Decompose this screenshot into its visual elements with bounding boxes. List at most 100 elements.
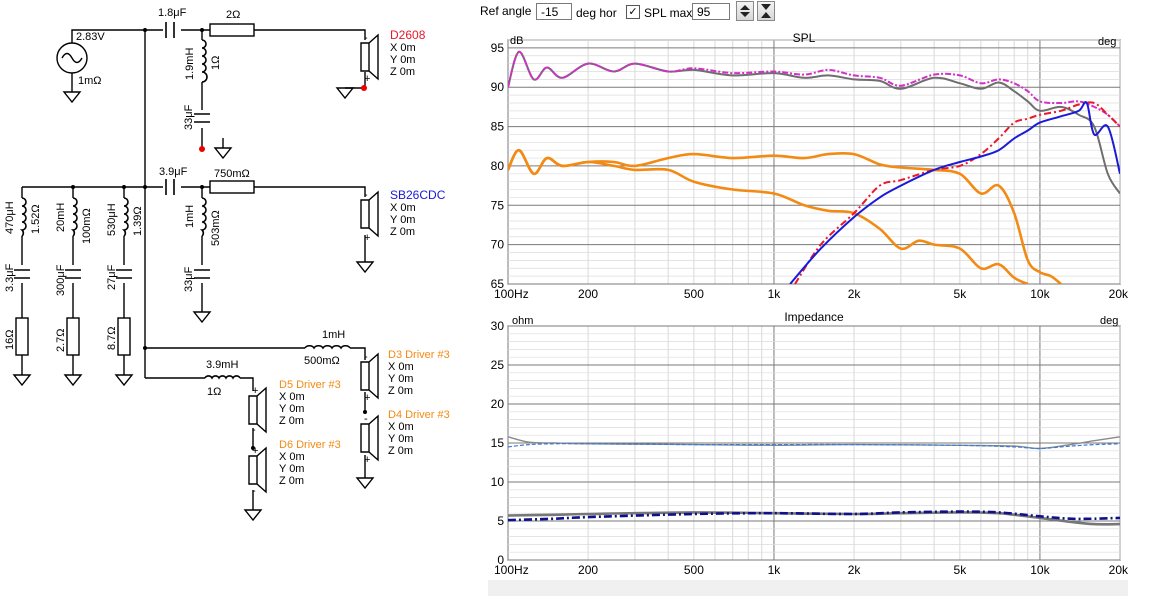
x-tick-label: 500 — [684, 563, 704, 577]
wl-lr-label: 1Ω — [207, 386, 221, 398]
collapse-expand-button[interactable] — [757, 1, 775, 21]
x-tick-label: 20k — [1109, 287, 1129, 300]
n1-r-label: 16Ω — [4, 330, 16, 350]
impedance-x-ticks: 100Hz 200 500 1k 2k 5k 10k 20k — [494, 563, 1129, 577]
ref-angle-input[interactable]: -15 — [536, 3, 572, 20]
series-line-5 — [789, 101, 1120, 284]
spl-chart-title: SPL — [793, 31, 816, 45]
spl-grid — [507, 39, 1121, 285]
y-tick-label: 25 — [491, 358, 505, 372]
svg-text:-: - — [364, 32, 368, 44]
impedance-y2-unit: deg — [1100, 315, 1118, 327]
horizontal-scrollbar[interactable] — [488, 580, 1128, 596]
driver-name-d5[interactable]: D5 Driver #3 — [279, 379, 341, 391]
y-tick-label: 85 — [491, 120, 505, 134]
x-tick-label: 200 — [578, 287, 598, 300]
x-tick-label: 20k — [1109, 563, 1129, 577]
wl-l-label: 3.9mH — [206, 359, 238, 371]
driver-name-d6[interactable]: D6 Driver #3 — [279, 439, 341, 451]
mid-series-cap-label: 3.9μF — [159, 166, 188, 178]
y-tick-label: 65 — [491, 277, 505, 291]
n1-lr-label: 1.52Ω — [30, 204, 42, 234]
mid-shunt-c-label: 33μF — [183, 266, 195, 292]
x-tick-label: 5k — [954, 563, 968, 577]
inductors — [19, 39, 351, 380]
d4-y: Y 0m — [388, 433, 413, 445]
y-tick-label: 90 — [491, 80, 505, 94]
driver-name-d4[interactable]: D4 Driver #3 — [388, 409, 450, 421]
d6-x: X 0m — [279, 451, 305, 463]
series-line-0 — [508, 436, 1120, 450]
mid-shunt-l-label: 1mH — [184, 205, 196, 228]
driver-name-d3[interactable]: D3 Driver #3 — [388, 349, 450, 361]
y-tick-label: 10 — [491, 475, 505, 489]
d4-x: X 0m — [388, 421, 414, 433]
tw-shunt-l-label: 1.9mH — [184, 48, 196, 80]
n2-lr-label: 100mΩ — [81, 208, 93, 244]
deg-hor-label: deg hor — [576, 6, 617, 20]
y-tick-label: 30 — [491, 319, 505, 333]
wu-lr-label: 500mΩ — [304, 355, 340, 367]
resistors — [15, 23, 255, 356]
chart-toolbar: Ref angle -15 deg hor ✓ SPL max 95 — [476, 0, 1154, 26]
node-dots — [71, 28, 367, 450]
n2-l-label: 20mH — [55, 203, 67, 232]
probe-dot-tweeter — [361, 85, 367, 91]
tw-series-cap-label: 1.8μF — [158, 7, 187, 19]
spin-up-down-button[interactable] — [736, 1, 754, 21]
probe-dot-notch — [199, 146, 205, 152]
spl-series — [508, 50, 1120, 284]
generator-voltage: 2.83V — [76, 31, 105, 43]
d5-x: X 0m — [279, 391, 305, 403]
spl-y2-unit: deg — [1098, 36, 1116, 48]
n3-c-label: 27μF — [106, 264, 118, 290]
x-tick-label: 100Hz — [494, 563, 529, 577]
d2608-x: X 0m — [390, 42, 416, 54]
d6-z: Z 0m — [279, 475, 304, 487]
d2608-y: Y 0m — [390, 54, 415, 66]
x-tick-label: 200 — [578, 563, 598, 577]
spl-max-input[interactable]: 95 — [692, 3, 730, 20]
generator-resistance: 1mΩ — [78, 75, 102, 87]
svg-text:+: + — [364, 232, 370, 244]
d3-z: Z 0m — [388, 385, 413, 397]
ground-symbols — [12, 87, 375, 522]
series-line-1 — [508, 443, 1120, 450]
up-down-arrows-icon — [740, 5, 750, 17]
svg-text:-: - — [364, 351, 368, 363]
series-line-3 — [508, 148, 1029, 284]
impedance-y-ticks: 30 25 20 15 10 5 0 — [491, 319, 505, 567]
driver-name-sb26[interactable]: SB26CDC — [390, 188, 446, 202]
d6-y: Y 0m — [279, 463, 304, 475]
x-tick-label: 2k — [848, 287, 862, 300]
spl-max-checkbox[interactable]: ✓ — [626, 5, 640, 19]
impedance-grid — [507, 325, 1121, 561]
d2608-z: Z 0m — [390, 66, 415, 78]
y-tick-label: 0 — [497, 553, 504, 567]
crossover-schematic: 2.83V 1mΩ — [4, 7, 450, 522]
svg-text:-: - — [252, 485, 256, 497]
y-tick-label: 70 — [491, 238, 505, 252]
spl-chart[interactable]: 95 90 85 80 75 70 65 100Hz 200 500 1k 2k 5k 10k 20k S… — [478, 28, 1130, 300]
x-tick-label: 1k — [768, 563, 782, 577]
x-tick-label: 2k — [848, 563, 862, 577]
tw-series-res-label: 2Ω — [226, 9, 240, 21]
tw-shunt-c-label: 33μF — [183, 104, 195, 130]
x-tick-label: 5k — [954, 287, 968, 300]
x-tick-label: 500 — [684, 287, 704, 300]
impedance-y-unit: ohm — [512, 315, 533, 327]
mid-series-res-label: 750mΩ — [214, 168, 250, 180]
d4-z: Z 0m — [388, 445, 413, 457]
n3-r-label: 8.7Ω — [106, 326, 118, 350]
n2-r-label: 2.7Ω — [55, 328, 67, 352]
impedance-chart[interactable]: 30 25 20 15 10 5 0 100Hz 200 500 1k 2k 5k 10k 20k Imp… — [478, 306, 1130, 580]
series-line-3 — [508, 510, 1120, 522]
d3-x: X 0m — [388, 361, 414, 373]
n3-lr-label: 1.39Ω — [132, 206, 144, 236]
y-tick-label: 80 — [491, 159, 505, 173]
component-labels: 1.8μF 2Ω 1.9mH 1Ω 33μF 3.9μF 750mΩ 1mH 5… — [4, 7, 345, 398]
impedance-chart-title: Impedance — [784, 310, 844, 324]
driver-name-d2608[interactable]: D2608 — [390, 28, 426, 42]
y-tick-label: 20 — [491, 397, 505, 411]
svg-text:+: + — [364, 454, 370, 466]
